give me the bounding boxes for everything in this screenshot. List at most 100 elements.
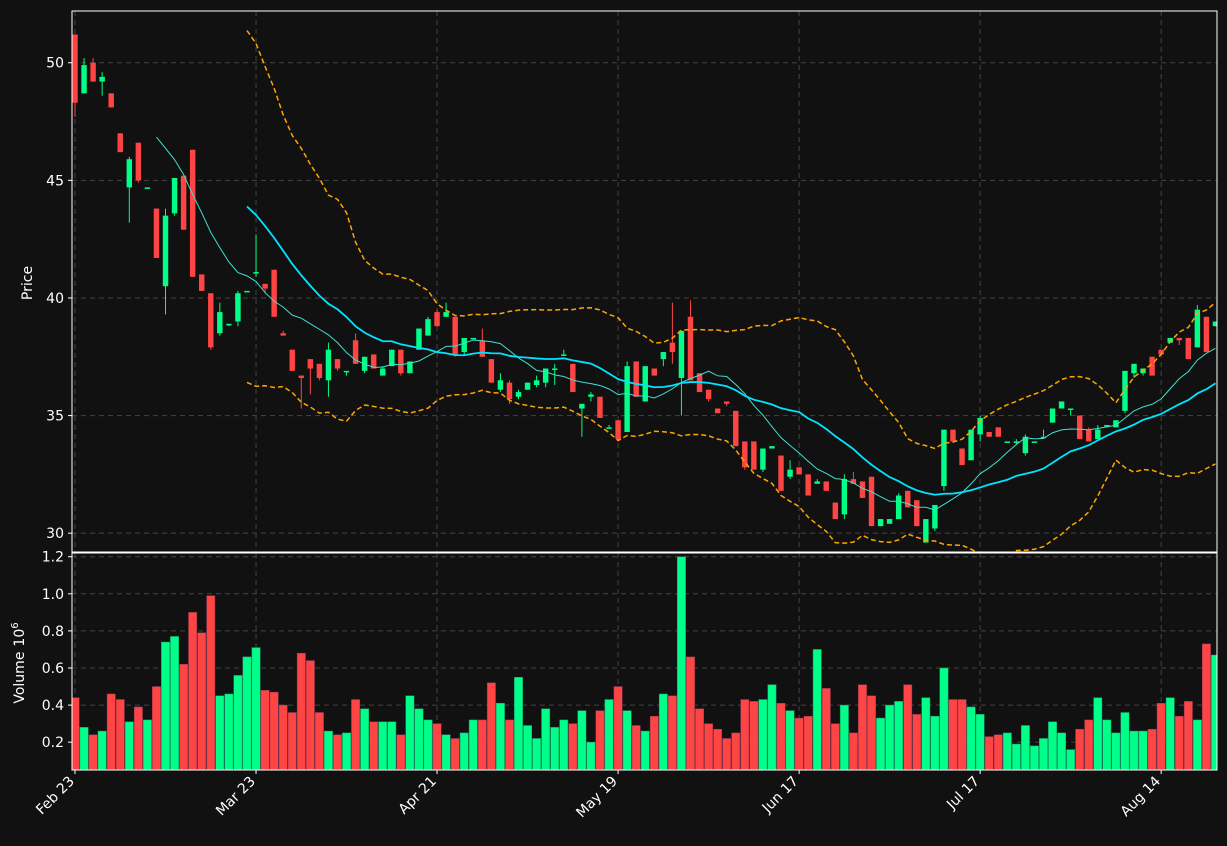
candle-body xyxy=(651,368,658,376)
volume-bar xyxy=(432,723,442,770)
volume-bar xyxy=(1156,702,1166,770)
candle-body xyxy=(905,490,911,508)
candle-body xyxy=(805,474,811,496)
volume-bar xyxy=(686,656,695,770)
volume-bar xyxy=(1048,721,1057,770)
candle-body xyxy=(1058,401,1065,409)
volume-bar xyxy=(342,732,351,770)
candle-body xyxy=(714,408,721,414)
volume-bar xyxy=(975,714,985,770)
volume-bar xyxy=(324,730,333,770)
candle-body xyxy=(561,354,567,356)
volume-bar xyxy=(894,701,904,770)
candle-body xyxy=(995,427,1001,437)
bollinger-upper-line xyxy=(246,30,1216,450)
candle-body xyxy=(1076,415,1083,440)
candle-body xyxy=(117,133,123,153)
candle-body xyxy=(325,349,332,381)
candle-body xyxy=(72,34,78,103)
candle-body xyxy=(524,382,531,390)
candle-body xyxy=(1122,370,1128,411)
candle-body xyxy=(180,175,187,230)
volume-bar xyxy=(1011,743,1021,770)
candle-body xyxy=(751,441,757,470)
volume-bar xyxy=(658,693,668,770)
volume-bar xyxy=(1202,643,1211,770)
volume-bar xyxy=(414,708,424,770)
volume-bar xyxy=(233,675,243,770)
ma20-line xyxy=(246,205,1216,496)
candle-body xyxy=(461,337,467,353)
candle-body xyxy=(217,312,223,334)
volume-tick-label: 0.6 xyxy=(42,661,64,677)
candle-body xyxy=(986,432,992,437)
volume-bar xyxy=(296,652,306,770)
volume-bar xyxy=(496,702,505,770)
volume-bar xyxy=(505,719,514,770)
ma10-line xyxy=(156,136,1216,511)
price-tick-label: 50 xyxy=(46,56,64,72)
candle-body xyxy=(289,349,295,371)
candle-body xyxy=(669,342,676,353)
volume-bar xyxy=(152,686,161,770)
candle-body xyxy=(624,366,630,433)
volume-bar xyxy=(577,710,587,770)
volume-bar xyxy=(142,719,152,770)
candle-body xyxy=(108,93,114,108)
candle-body xyxy=(497,380,504,390)
volume-bar xyxy=(930,715,940,770)
x-tick-label: Jul 17 xyxy=(943,774,983,814)
volume-bar xyxy=(1093,697,1103,770)
volume-tick-label: 0.2 xyxy=(42,735,64,751)
candle-body xyxy=(1131,363,1137,374)
volume-bar xyxy=(559,719,569,770)
volume-bar xyxy=(541,708,551,770)
volume-bar xyxy=(767,684,777,770)
candle-body xyxy=(199,274,205,291)
volume-bar xyxy=(523,725,532,770)
x-tick-label: Mar 23 xyxy=(213,774,259,820)
volume-bar xyxy=(649,715,659,770)
volume-bar xyxy=(1057,732,1067,770)
candle-body xyxy=(352,340,359,364)
volume-bar xyxy=(631,725,641,770)
volume-bar xyxy=(459,732,469,770)
candle-body xyxy=(398,349,404,374)
volume-bar xyxy=(405,695,415,770)
candle-body xyxy=(850,479,857,484)
candle-body xyxy=(144,187,151,189)
candle-body xyxy=(950,429,956,442)
volume-bar xyxy=(740,699,750,770)
candle-body xyxy=(1004,441,1011,443)
volume-bar xyxy=(758,699,768,770)
volume-bar xyxy=(197,632,207,770)
candle-body xyxy=(425,319,431,336)
volume-bar xyxy=(613,686,623,770)
volume-bar xyxy=(396,734,406,770)
volume-bar xyxy=(514,677,523,770)
volume-bar xyxy=(1002,732,1012,770)
candle-body xyxy=(81,65,87,94)
volume-bar xyxy=(351,699,361,770)
candle-body xyxy=(479,340,486,357)
candle-body xyxy=(1158,349,1164,355)
volume-bar xyxy=(604,699,614,770)
volume-bar xyxy=(876,717,885,770)
candle-body xyxy=(416,328,422,350)
volume-bar xyxy=(260,689,270,770)
volume-bar xyxy=(939,667,949,770)
candle-body xyxy=(769,446,775,449)
volume-bar xyxy=(640,730,650,770)
candle-body xyxy=(895,495,902,520)
price-tick-label: 35 xyxy=(46,409,64,425)
candle-body xyxy=(868,476,875,527)
candle-body xyxy=(570,363,576,393)
volume-bar xyxy=(170,636,179,770)
volume-bar xyxy=(269,691,279,770)
volume-bar xyxy=(97,730,107,770)
candle-body xyxy=(90,62,96,82)
volume-ylabel-exponent: 10 xyxy=(12,629,28,647)
price-grid xyxy=(72,11,1217,552)
candle-body xyxy=(443,312,449,317)
